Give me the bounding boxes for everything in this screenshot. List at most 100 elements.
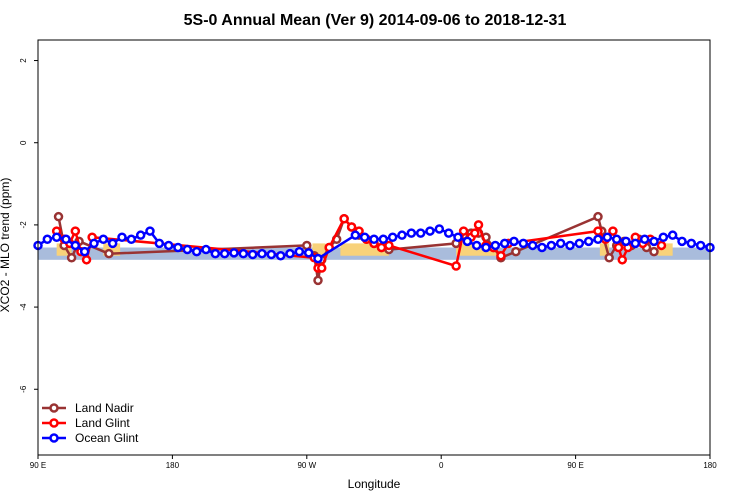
land-nadir-point xyxy=(593,211,603,222)
ocean-glint-point xyxy=(555,238,566,249)
y-tick-label: -6 xyxy=(19,385,28,393)
ocean-glint-point xyxy=(154,238,165,249)
ocean-glint-point xyxy=(266,249,277,260)
ocean-glint-point xyxy=(201,244,211,255)
ocean-glint-point xyxy=(182,244,193,255)
legend-marker xyxy=(49,433,59,443)
ocean-glint-point xyxy=(219,248,230,259)
ocean-glint-point xyxy=(294,246,305,257)
x-axis-label: Longitude xyxy=(348,477,401,491)
ocean-glint-point xyxy=(490,240,501,251)
legend-label: Land Glint xyxy=(75,416,130,430)
land-glint-point xyxy=(384,240,394,251)
legend-marker xyxy=(49,403,59,413)
ocean-glint-point xyxy=(107,238,118,249)
y-tick-label: 2 xyxy=(19,58,28,63)
land-glint-point xyxy=(617,255,628,265)
ocean-glint-point xyxy=(275,250,286,261)
ocean-glint-point xyxy=(61,234,71,245)
land-nadir-point xyxy=(313,275,323,286)
land-glint-point xyxy=(81,255,92,265)
ocean-glint-point xyxy=(593,234,603,245)
ocean-glint-point xyxy=(359,232,370,242)
ocean-glint-point xyxy=(471,240,482,251)
y-tick-label: -4 xyxy=(19,303,28,311)
land-nadir-point xyxy=(649,246,659,257)
y-tick-label: 0 xyxy=(19,140,28,145)
land-nadir-point xyxy=(302,240,312,251)
land-glint-point xyxy=(470,228,480,238)
ocean-glint-point xyxy=(434,224,445,234)
ocean-glint-point xyxy=(546,240,557,251)
ocean-glint-point xyxy=(70,240,81,251)
ocean-glint-point xyxy=(574,238,585,249)
ocean-glint-point xyxy=(443,228,454,238)
ocean-glint-point xyxy=(257,248,267,259)
ocean-glint-point xyxy=(649,236,659,247)
ocean-glint-point xyxy=(238,248,249,259)
land-glint-point xyxy=(339,213,349,224)
ocean-glint-point xyxy=(695,240,706,251)
ocean-glint-point xyxy=(611,234,622,245)
ocean-glint-point xyxy=(303,248,314,258)
land-glint-point xyxy=(70,226,81,236)
ocean-glint-point xyxy=(98,234,109,245)
land-glint-point xyxy=(613,242,624,253)
chart-title: 5S-0 Annual Mean (Ver 9) 2014-09-06 to 2… xyxy=(184,12,567,29)
x-tick-label: 180 xyxy=(166,461,180,470)
x-tick-label: 180 xyxy=(703,461,717,470)
legend-label: Land Nadir xyxy=(75,401,134,415)
ocean-glint-point xyxy=(42,234,53,245)
ocean-glint-point xyxy=(285,248,295,259)
land-nadir-point xyxy=(511,246,521,257)
ocean-glint-point xyxy=(518,238,529,249)
ocean-glint-point xyxy=(191,246,202,257)
x-tick-label: 90 E xyxy=(30,461,46,470)
ocean-glint-series xyxy=(33,224,715,264)
ocean-glint-point xyxy=(583,236,594,247)
ocean-glint-point xyxy=(397,230,407,240)
legend-label: Ocean Glint xyxy=(75,431,139,445)
land-glint-point xyxy=(473,220,484,230)
ocean-glint-point xyxy=(499,238,510,249)
land-glint-point xyxy=(376,242,387,253)
ocean-glint-point xyxy=(173,242,183,253)
ocean-glint-point xyxy=(210,248,221,259)
ocean-glint-point xyxy=(369,234,379,245)
land-nadir-point xyxy=(104,248,114,259)
ocean-glint-point xyxy=(117,232,127,242)
ocean-glint-point xyxy=(79,246,90,257)
ocean-glint-point xyxy=(509,236,519,247)
land-glint-point xyxy=(458,226,469,236)
land-nadir-point xyxy=(53,211,64,222)
ocean-glint-point xyxy=(658,232,669,242)
ocean-glint-point xyxy=(145,226,155,236)
land-glint-point xyxy=(316,263,327,273)
ocean-glint-point xyxy=(350,230,361,240)
land-glint-point xyxy=(593,226,603,236)
x-tick-label: 90 E xyxy=(567,461,583,470)
ocean-glint-point xyxy=(126,234,137,245)
y-tick-label: -2 xyxy=(19,221,28,229)
ocean-glint-point xyxy=(481,242,491,253)
ocean-glint-point xyxy=(51,232,62,242)
ocean-glint-point xyxy=(313,253,323,264)
land-nadir-point xyxy=(604,253,614,263)
ocean-glint-point xyxy=(415,228,426,238)
ocean-glint-point xyxy=(537,242,547,253)
ocean-glint-point xyxy=(677,236,687,247)
x-tick-label: 0 xyxy=(439,461,444,470)
plot-frame xyxy=(37,39,711,456)
ocean-glint-point xyxy=(667,230,678,240)
ocean-glint-point xyxy=(462,236,473,247)
ocean-glint-point xyxy=(406,228,417,238)
yellow-band xyxy=(599,243,610,256)
land-glint-point xyxy=(451,261,461,271)
ocean-glint-point xyxy=(453,232,463,242)
ocean-glint-point xyxy=(378,234,389,245)
legend-marker xyxy=(49,418,59,428)
ocean-glint-point xyxy=(387,232,398,242)
land-glint-point xyxy=(346,222,357,232)
